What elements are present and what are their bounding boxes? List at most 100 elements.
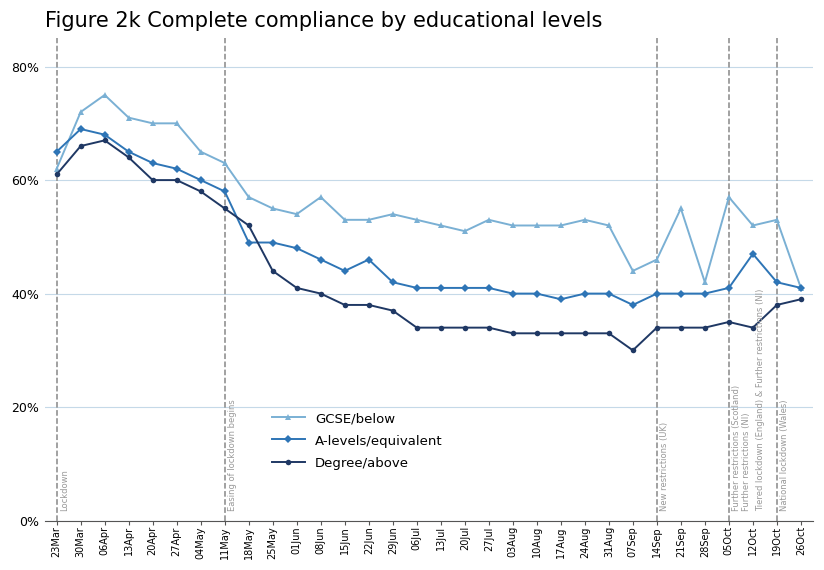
GCSE/below	[220, 160, 230, 166]
Degree/above	[676, 324, 686, 331]
Degree/above	[604, 330, 614, 337]
GCSE/below	[772, 217, 782, 223]
A-levels/equivalent	[124, 148, 133, 155]
GCSE/below	[652, 256, 662, 263]
Degree/above	[100, 137, 110, 144]
Degree/above	[748, 324, 758, 331]
Degree/above	[436, 324, 446, 331]
GCSE/below	[412, 217, 422, 223]
Degree/above	[531, 330, 541, 337]
Degree/above	[292, 284, 302, 291]
A-levels/equivalent	[220, 188, 230, 195]
Degree/above	[460, 324, 470, 331]
Text: Tiered lockdown (England) & Further restrictions (NI): Tiered lockdown (England) & Further rest…	[756, 288, 765, 511]
GCSE/below	[388, 211, 398, 218]
GCSE/below	[244, 194, 254, 201]
A-levels/equivalent	[76, 125, 86, 132]
GCSE/below	[76, 108, 86, 115]
GCSE/below	[339, 217, 349, 223]
A-levels/equivalent	[796, 284, 806, 291]
A-levels/equivalent	[628, 302, 638, 308]
A-levels/equivalent	[52, 148, 62, 155]
Degree/above	[388, 307, 398, 314]
Degree/above	[196, 188, 206, 195]
GCSE/below	[268, 205, 278, 212]
A-levels/equivalent	[580, 290, 590, 297]
GCSE/below	[531, 222, 541, 229]
A-levels/equivalent	[724, 284, 734, 291]
A-levels/equivalent	[316, 256, 325, 263]
GCSE/below	[147, 120, 157, 127]
Degree/above	[484, 324, 494, 331]
Text: Figure 2k Complete compliance by educational levels: Figure 2k Complete compliance by educati…	[44, 11, 602, 31]
GCSE/below	[604, 222, 614, 229]
Degree/above	[244, 222, 254, 229]
Degree/above	[772, 302, 782, 308]
A-levels/equivalent	[388, 279, 398, 286]
Degree/above	[652, 324, 662, 331]
A-levels/equivalent	[556, 296, 566, 303]
GCSE/below	[316, 194, 325, 201]
A-levels/equivalent	[508, 290, 517, 297]
GCSE/below	[676, 205, 686, 212]
GCSE/below	[171, 120, 181, 127]
Degree/above	[316, 290, 325, 297]
A-levels/equivalent	[531, 290, 541, 297]
A-levels/equivalent	[147, 160, 157, 166]
Degree/above	[76, 142, 86, 149]
Text: New restrictions (UK): New restrictions (UK)	[661, 422, 669, 511]
GCSE/below	[124, 114, 133, 121]
A-levels/equivalent	[100, 131, 110, 138]
Degree/above	[724, 319, 734, 325]
Text: Further restrictions (NI): Further restrictions (NI)	[742, 413, 751, 511]
A-levels/equivalent	[436, 284, 446, 291]
GCSE/below	[196, 148, 206, 155]
Degree/above	[268, 267, 278, 274]
GCSE/below	[628, 267, 638, 274]
A-levels/equivalent	[676, 290, 686, 297]
GCSE/below	[508, 222, 517, 229]
Degree/above	[508, 330, 517, 337]
A-levels/equivalent	[364, 256, 374, 263]
Degree/above	[580, 330, 590, 337]
A-levels/equivalent	[748, 250, 758, 257]
GCSE/below	[436, 222, 446, 229]
A-levels/equivalent	[652, 290, 662, 297]
A-levels/equivalent	[244, 239, 254, 246]
A-levels/equivalent	[292, 245, 302, 251]
GCSE/below	[724, 194, 734, 201]
Line: A-levels/equivalent: A-levels/equivalent	[54, 126, 803, 308]
GCSE/below	[556, 222, 566, 229]
GCSE/below	[460, 228, 470, 235]
Line: Degree/above: Degree/above	[54, 137, 803, 353]
GCSE/below	[52, 165, 62, 172]
Text: Further restrictions (Scotland): Further restrictions (Scotland)	[733, 385, 742, 511]
GCSE/below	[292, 211, 302, 218]
Text: Lockdown: Lockdown	[60, 469, 69, 511]
Degree/above	[628, 347, 638, 354]
A-levels/equivalent	[171, 165, 181, 172]
A-levels/equivalent	[268, 239, 278, 246]
GCSE/below	[796, 284, 806, 291]
Degree/above	[364, 302, 374, 308]
Degree/above	[147, 177, 157, 184]
A-levels/equivalent	[196, 177, 206, 184]
Text: National lockdown (Wales): National lockdown (Wales)	[780, 400, 789, 511]
A-levels/equivalent	[460, 284, 470, 291]
GCSE/below	[580, 217, 590, 223]
GCSE/below	[364, 217, 374, 223]
Degree/above	[171, 177, 181, 184]
A-levels/equivalent	[412, 284, 422, 291]
GCSE/below	[100, 92, 110, 99]
Legend: GCSE/below, A-levels/equivalent, Degree/above: GCSE/below, A-levels/equivalent, Degree/…	[266, 406, 448, 475]
A-levels/equivalent	[339, 267, 349, 274]
Degree/above	[220, 205, 230, 212]
Degree/above	[556, 330, 566, 337]
GCSE/below	[700, 279, 709, 286]
Degree/above	[52, 171, 62, 178]
A-levels/equivalent	[772, 279, 782, 286]
A-levels/equivalent	[484, 284, 494, 291]
Degree/above	[339, 302, 349, 308]
Degree/above	[700, 324, 709, 331]
Degree/above	[124, 154, 133, 161]
